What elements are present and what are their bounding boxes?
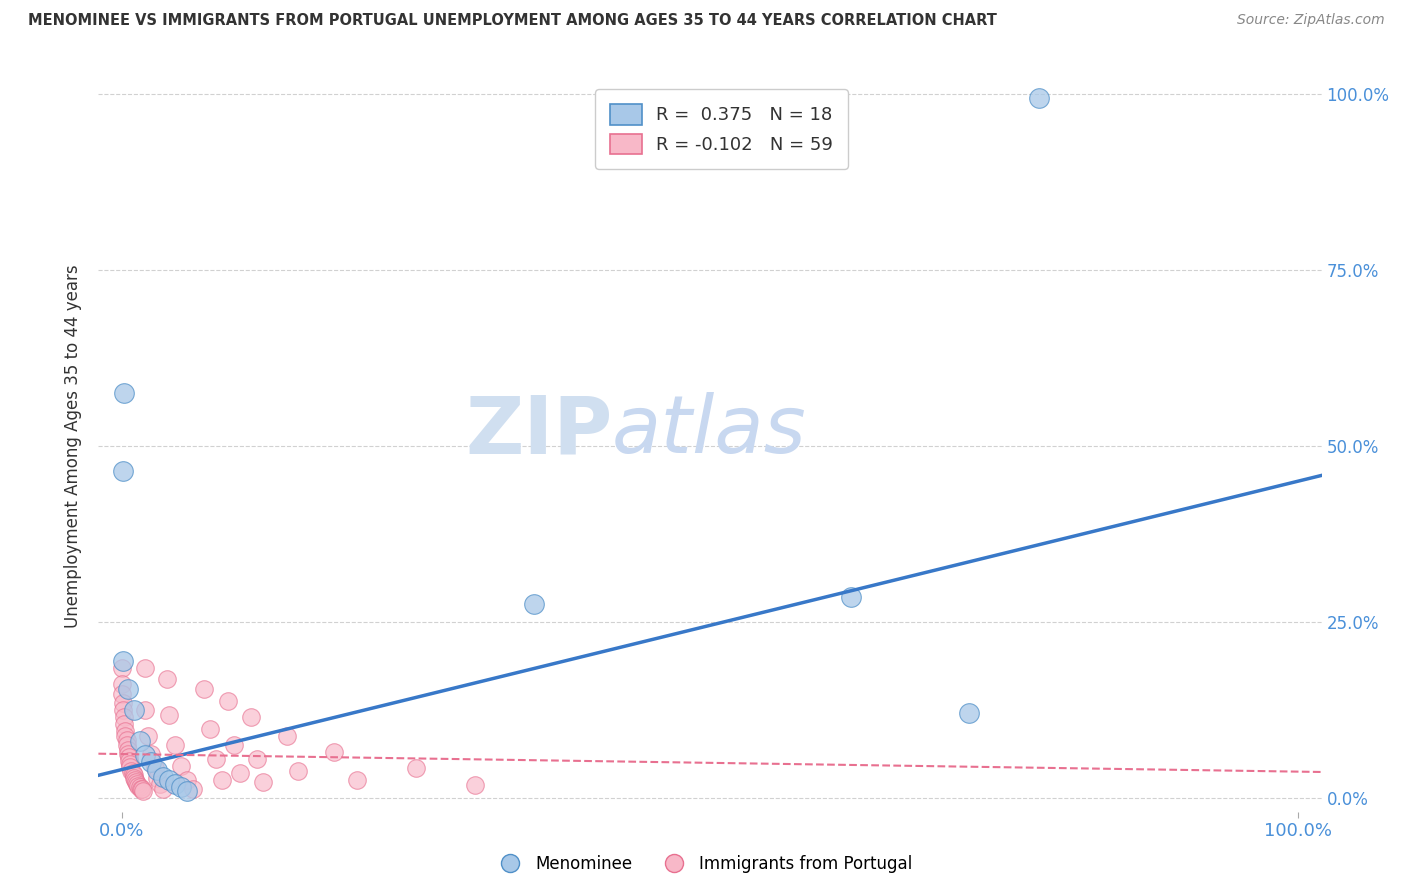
Point <box>163 776 186 790</box>
Point <box>193 681 215 696</box>
Point <box>120 760 142 774</box>
Point <box>117 681 139 696</box>
Point <box>114 723 136 738</box>
Point <box>152 782 174 797</box>
Point <box>111 687 134 701</box>
Point <box>112 710 135 724</box>
Point <box>211 773 233 788</box>
Point <box>134 660 156 674</box>
Point <box>141 756 163 770</box>
Point <box>124 773 146 788</box>
Point <box>125 775 148 789</box>
Point <box>120 756 142 771</box>
Text: ZIP: ZIP <box>465 392 612 470</box>
Point <box>129 781 152 796</box>
Point <box>176 773 198 788</box>
Point <box>128 780 150 794</box>
Point <box>115 733 138 747</box>
Point <box>136 729 159 743</box>
Point <box>120 764 142 778</box>
Point <box>111 660 134 674</box>
Point <box>222 738 245 752</box>
Point <box>240 710 263 724</box>
Point <box>839 591 862 605</box>
Point <box>117 747 139 761</box>
Point <box>128 734 150 748</box>
Point <box>252 775 274 789</box>
Point <box>156 673 179 687</box>
Point <box>217 693 239 707</box>
Point <box>146 763 169 777</box>
Point <box>122 771 145 785</box>
Point <box>122 703 145 717</box>
Point <box>405 761 427 775</box>
Point <box>198 722 221 736</box>
Point <box>181 782 204 797</box>
Point <box>149 777 172 791</box>
Point <box>1028 91 1050 105</box>
Point <box>112 703 135 717</box>
Y-axis label: Unemployment Among Ages 35 to 44 years: Unemployment Among Ages 35 to 44 years <box>65 264 83 628</box>
Legend: Menominee, Immigrants from Portugal: Menominee, Immigrants from Portugal <box>486 848 920 880</box>
Text: atlas: atlas <box>612 392 807 470</box>
Point <box>287 764 309 778</box>
Point <box>132 783 155 797</box>
Point <box>134 703 156 717</box>
Text: MENOMINEE VS IMMIGRANTS FROM PORTUGAL UNEMPLOYMENT AMONG AGES 35 TO 44 YEARS COR: MENOMINEE VS IMMIGRANTS FROM PORTUGAL UN… <box>28 13 997 29</box>
Point <box>141 747 163 761</box>
Point <box>111 676 134 690</box>
Text: Source: ZipAtlas.com: Source: ZipAtlas.com <box>1237 13 1385 28</box>
Point <box>143 761 166 775</box>
Point <box>112 696 135 710</box>
Point <box>157 707 180 722</box>
Legend: R =  0.375   N = 18, R = -0.102   N = 59: R = 0.375 N = 18, R = -0.102 N = 59 <box>595 89 848 169</box>
Point <box>118 749 141 764</box>
Point <box>276 729 298 743</box>
Point <box>346 773 368 788</box>
Point <box>134 748 156 763</box>
Point <box>115 738 138 752</box>
Point <box>114 729 136 743</box>
Point <box>170 759 193 773</box>
Point <box>146 771 169 785</box>
Point <box>121 766 143 780</box>
Point <box>117 743 139 757</box>
Point <box>122 768 145 782</box>
Point <box>228 766 250 780</box>
Point <box>205 752 228 766</box>
Point <box>127 779 149 793</box>
Point <box>163 738 186 752</box>
Point <box>131 782 153 797</box>
Point <box>464 778 486 792</box>
Point <box>176 783 198 797</box>
Point <box>957 706 980 721</box>
Point <box>112 464 135 478</box>
Point <box>127 777 149 791</box>
Point <box>152 770 174 784</box>
Point <box>322 745 344 759</box>
Point <box>112 386 135 401</box>
Point <box>157 773 180 788</box>
Point <box>170 780 193 794</box>
Point <box>112 716 135 731</box>
Point <box>523 597 546 611</box>
Point <box>118 754 141 768</box>
Point <box>112 653 135 667</box>
Point <box>246 752 269 766</box>
